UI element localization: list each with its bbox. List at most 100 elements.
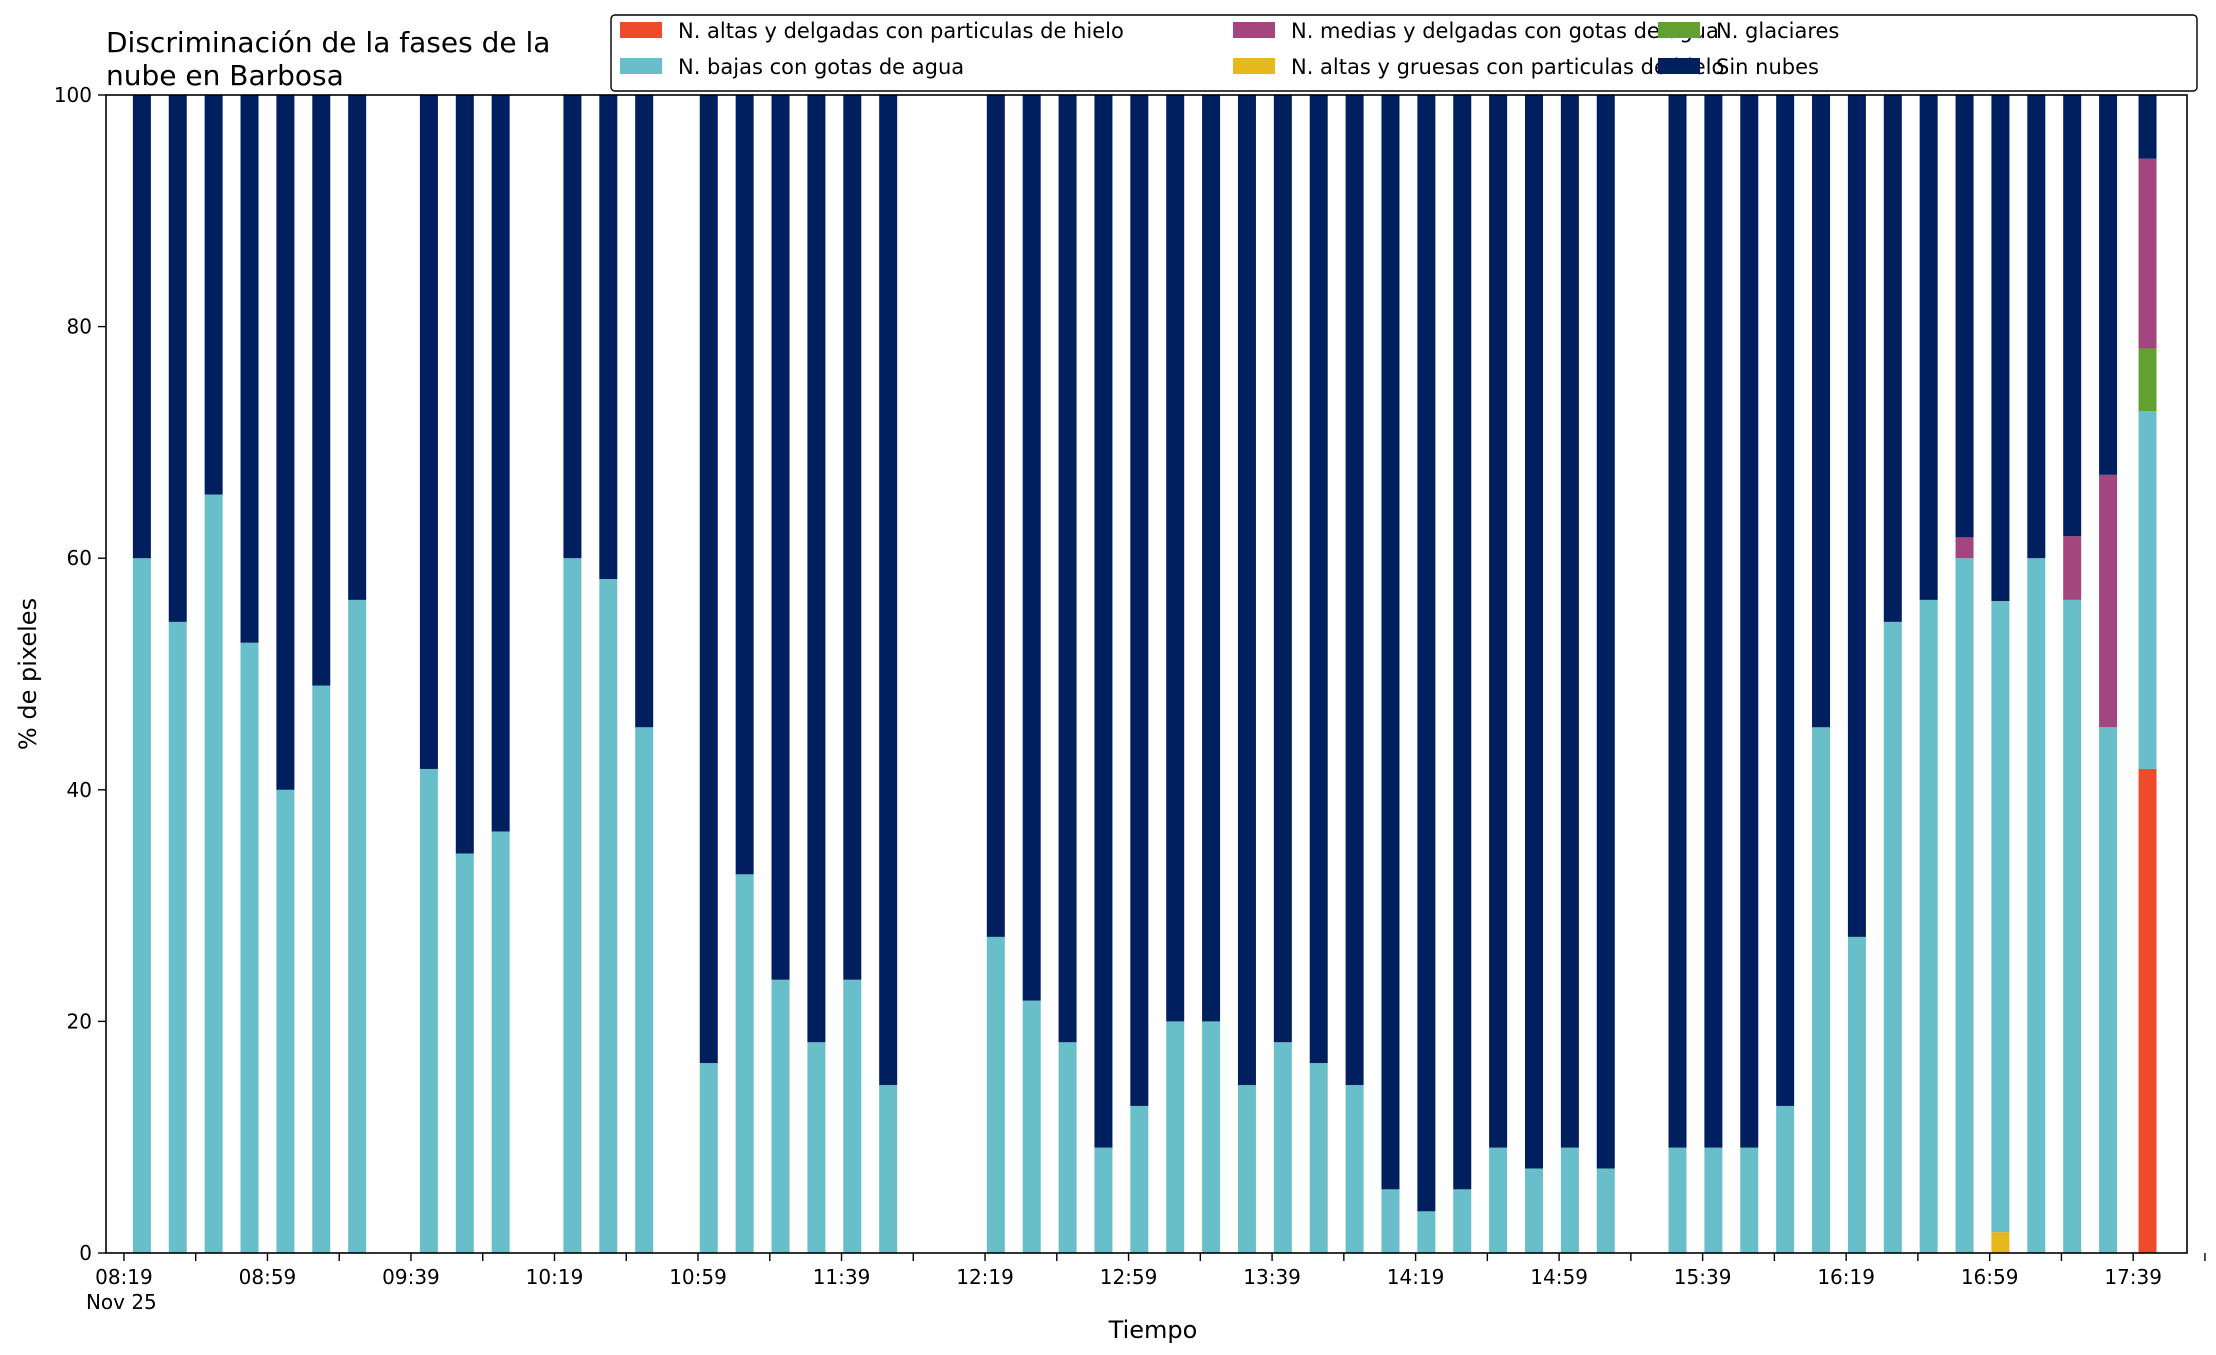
bar-segment-2-47	[2027, 558, 2046, 1253]
bar-segment-2-39	[1740, 1147, 1759, 1253]
bar-segment-2-4	[276, 789, 295, 1253]
bar-segment-2-44	[1919, 599, 1938, 1253]
y-tick-label-4: 80	[67, 315, 92, 339]
bar-segment-5-18	[879, 95, 898, 1086]
x-tick-label-12: 16:19	[1817, 1265, 1875, 1289]
bar-segment-5-26	[1237, 95, 1256, 1086]
bar-segment-2-36	[1596, 1168, 1615, 1253]
bar-segment-5-30	[1381, 95, 1400, 1190]
bar-segment-2-3	[240, 642, 259, 1253]
bar-segment-2-27	[1273, 1042, 1292, 1253]
bar-segment-2-10	[563, 558, 582, 1253]
bar-segment-5-7	[419, 95, 438, 769]
bar-segment-5-15	[771, 95, 790, 980]
bar-segment-3-50	[2138, 348, 2157, 412]
bar-segment-2-48	[2063, 599, 2082, 1253]
bar-segment-2-12	[635, 727, 654, 1253]
bar-segment-5-43	[1883, 95, 1902, 622]
y-tick-label-5: 100	[54, 83, 92, 107]
bar-segment-5-5	[312, 95, 331, 686]
bar-segment-2-45	[1955, 558, 1974, 1253]
bar-segment-5-37	[1668, 95, 1687, 1148]
bar-segment-5-45	[1955, 95, 1974, 538]
legend-label-5: Sin nubes	[1716, 55, 1819, 79]
bar-segment-5-31	[1417, 95, 1436, 1212]
y-axis-title: % de pixeles	[14, 598, 42, 750]
bar-segment-5-13	[699, 95, 718, 1064]
bar-segment-5-39	[1740, 95, 1759, 1148]
legend-swatch-1	[1233, 58, 1275, 74]
bar-segment-1-46	[1991, 1232, 2010, 1253]
chart-title-line-2: nube en Barbosa	[106, 59, 344, 92]
bar-segment-5-11	[599, 95, 618, 580]
chart-title-line-1: Discriminación de la fases de la	[106, 26, 550, 59]
y-tick-label-1: 20	[67, 1009, 92, 1033]
bar-segment-0-50	[2138, 768, 2157, 1253]
bar-segment-5-24	[1166, 95, 1185, 1022]
bar-segment-5-38	[1704, 95, 1723, 1148]
y-tick-label-3: 60	[67, 546, 92, 570]
bar-segment-4-48	[2063, 536, 2082, 600]
bar-segment-2-41	[1812, 727, 1831, 1253]
x-tick-label-1: 08:59	[239, 1265, 297, 1289]
bar-segment-5-44	[1919, 95, 1938, 600]
x-tick-label-6: 12:19	[956, 1265, 1014, 1289]
bar-segment-2-34	[1525, 1168, 1543, 1253]
bar-segment-2-42	[1847, 936, 1866, 1253]
bar-segment-2-26	[1237, 1085, 1256, 1253]
bar-segment-2-0	[132, 558, 151, 1253]
x-tick-label-0: 08:19	[95, 1265, 153, 1289]
bar-segment-5-34	[1525, 95, 1543, 1169]
bar-segment-4-45	[1955, 537, 1974, 559]
legend-label-3: N. glaciares	[1716, 19, 1839, 43]
bar-segment-2-49	[2099, 727, 2118, 1253]
bar-segment-4-50	[2138, 158, 2157, 349]
bar-segment-5-1	[168, 95, 187, 622]
x-tick-label-10: 14:59	[1530, 1265, 1588, 1289]
bar-segment-5-21	[1058, 95, 1077, 1043]
bar-segment-5-50	[2138, 95, 2157, 159]
bar-segment-2-16	[807, 1042, 826, 1253]
bar-segment-2-40	[1776, 1105, 1795, 1253]
bar-segment-5-6	[348, 95, 367, 600]
bar-segment-2-43	[1883, 621, 1902, 1253]
bars-layer	[132, 95, 2157, 1253]
bar-segment-2-50	[2138, 411, 2157, 769]
bar-segment-2-1	[168, 621, 187, 1253]
x-tick-label-7: 12:59	[1100, 1265, 1158, 1289]
bar-segment-5-20	[1022, 95, 1041, 1001]
bar-segment-5-19	[986, 95, 1005, 937]
legend-swatch-4	[1233, 22, 1275, 38]
bar-segment-2-17	[843, 979, 862, 1253]
bar-segment-5-27	[1273, 95, 1292, 1043]
bar-segment-2-32	[1453, 1189, 1472, 1253]
bar-segment-2-2	[204, 494, 223, 1253]
bar-segment-2-6	[348, 599, 367, 1253]
bar-segment-2-23	[1130, 1105, 1149, 1253]
bar-segment-5-48	[2063, 95, 2082, 537]
bar-segment-2-5	[312, 685, 331, 1253]
bar-segment-2-8	[455, 853, 474, 1253]
x-tick-label-3: 10:19	[526, 1265, 584, 1289]
bar-segment-5-41	[1812, 95, 1831, 728]
x-tick-label-14: 17:39	[2104, 1265, 2162, 1289]
bar-segment-5-3	[240, 95, 259, 643]
bar-segment-2-38	[1704, 1147, 1723, 1253]
chart-title: Discriminación de la fases de la nube en…	[106, 26, 550, 92]
x-axis-title: Tiempo	[1108, 1316, 1198, 1344]
x-tick-label-9: 14:19	[1387, 1265, 1445, 1289]
legend-swatch-2	[620, 58, 662, 74]
bar-segment-5-28	[1309, 95, 1328, 1064]
bar-segment-2-33	[1489, 1147, 1508, 1253]
bar-segment-5-23	[1130, 95, 1149, 1106]
bar-segment-2-21	[1058, 1042, 1077, 1253]
bar-segment-5-14	[735, 95, 754, 875]
bar-segment-2-25	[1202, 1021, 1221, 1253]
bar-segment-5-12	[635, 95, 654, 728]
bar-segment-5-22	[1094, 95, 1113, 1148]
bar-segment-5-0	[132, 95, 151, 559]
legend-label-0: N. altas y delgadas con particulas de hi…	[678, 19, 1124, 43]
bar-segment-2-7	[419, 768, 438, 1253]
bar-segment-5-40	[1776, 95, 1795, 1106]
